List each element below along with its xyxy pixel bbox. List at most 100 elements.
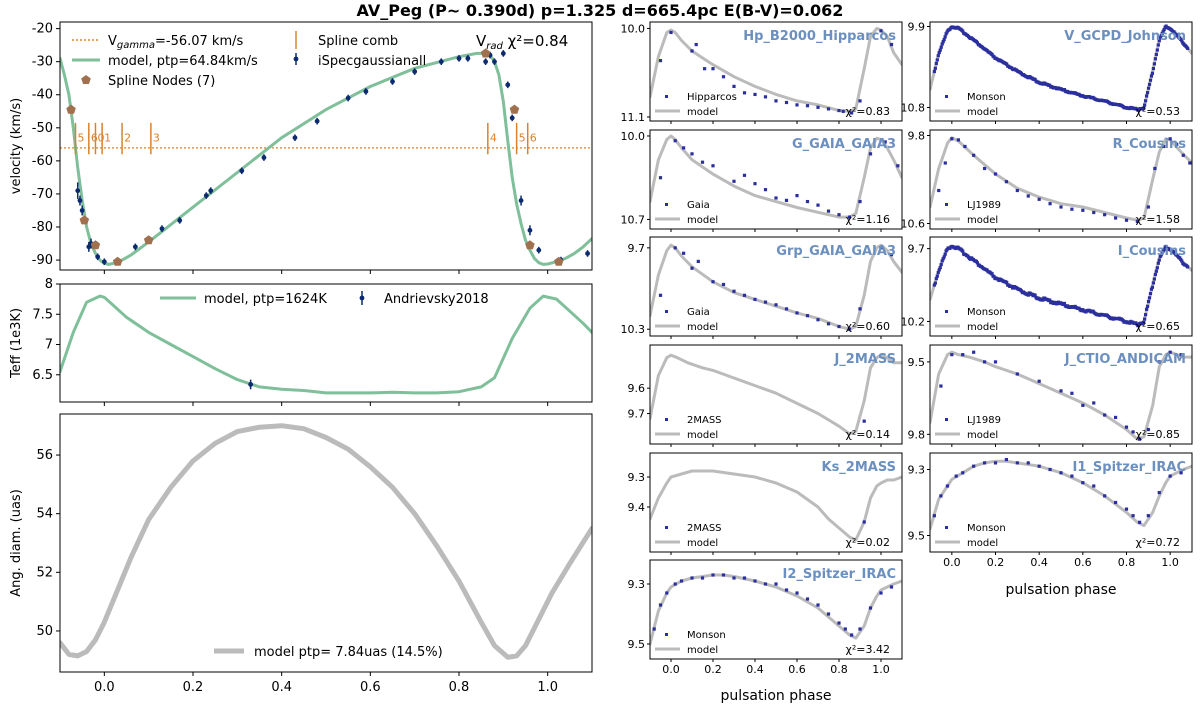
velocity-y-tick-label: -90: [32, 253, 53, 268]
photometry-point: [950, 353, 954, 357]
velocity-y-tick-label: -70: [32, 187, 53, 202]
photometry-frame: [929, 21, 1193, 122]
velocity-point: [208, 188, 214, 194]
photometry-y-tick-label: 9.6: [628, 382, 646, 395]
photometry-point: [1124, 507, 1129, 511]
band-title: Grp_GAIA_GAIA3: [776, 244, 896, 259]
band-title: J_2MASS: [833, 352, 896, 367]
photometry-point: [673, 246, 677, 250]
photometry-point: [658, 603, 663, 607]
photometry-frame: [929, 236, 1193, 337]
photometry-point: [690, 576, 694, 580]
band-title: I2_Spitzer_IRAC: [783, 567, 896, 582]
photometry-point: [1143, 317, 1147, 321]
photometry-frame: [929, 452, 1193, 553]
photometry-point: [690, 266, 694, 270]
photometry-legend-data-label: 2MASS: [687, 415, 722, 426]
photometry-point: [753, 182, 757, 186]
photometry-legend-model-label: model: [687, 430, 718, 441]
spline-comb-label: 5: [78, 132, 85, 145]
spline-node: [90, 240, 101, 250]
photometry-point: [742, 91, 747, 95]
photometry-frame: [649, 236, 903, 337]
velocity-point: [465, 55, 471, 61]
teff-legend-data-label: Andrievsky2018: [384, 292, 489, 307]
clipped-group: [650, 469, 902, 542]
photometry-point: [1143, 103, 1147, 107]
figure-title: AV_Peg (P~ 0.390d) p=1.325 d=665.4pc E(B…: [357, 1, 844, 20]
photometry-y-tick-label: 9.3: [908, 464, 926, 477]
photometry-point: [700, 160, 705, 164]
clipped-group: [930, 24, 1192, 112]
photometry-legend-data-label: Gaia: [687, 307, 710, 318]
photometry-point: [1146, 86, 1151, 90]
photometry-point: [1037, 379, 1041, 383]
teff-y-tick-label: 8: [45, 277, 53, 292]
photometry-point: [868, 606, 873, 610]
photometry-point: [732, 289, 736, 293]
angdiam-x-tick-label: 0.2: [183, 680, 204, 695]
photometry-point: [934, 277, 938, 281]
velocity-y-tick-label: -80: [32, 220, 53, 235]
photometry-y-tick-label: 9.7: [628, 408, 646, 421]
photometry-y-tick-label: 10.8: [901, 102, 926, 115]
photometry-point: [992, 275, 996, 279]
photometry-chi2: χ²=0.14: [846, 428, 890, 441]
photometry-point: [1153, 272, 1157, 277]
photometry-point: [941, 257, 945, 261]
photometry-point: [943, 35, 947, 39]
photometry-point: [763, 582, 768, 586]
photometry-x-tick-label: 1.0: [872, 663, 890, 676]
photometry-point: [1156, 261, 1160, 265]
photometry-point: [1160, 251, 1164, 255]
photometry-point: [1138, 437, 1142, 441]
photometry-point: [690, 152, 694, 156]
photometry-x-tick-label: 0.2: [704, 663, 722, 676]
photometry-point: [837, 621, 841, 625]
spline-node: [66, 104, 76, 114]
photometry-point: [956, 138, 960, 142]
photometry-point: [1081, 481, 1085, 485]
photometry-point: [1153, 166, 1157, 171]
photometry-point: [883, 140, 887, 144]
photometry-chi2: χ²=1.16: [846, 213, 890, 226]
photometry-x-tick-label: 1.0: [1161, 556, 1179, 569]
photometry-point: [1128, 321, 1132, 325]
velocity-point: [505, 82, 511, 88]
photometry-point: [732, 576, 736, 580]
legend-data-label: iSpecgaussianall: [318, 54, 426, 69]
spline-comb-label: 1: [104, 132, 111, 145]
photometry-point: [1041, 298, 1045, 302]
x-axis-label-left: pulsation phase: [720, 688, 831, 704]
photometry-legend-data-label: Monson: [687, 630, 726, 641]
velocity-point: [177, 218, 183, 223]
photometry-point: [1157, 258, 1161, 262]
photometry-point: [972, 350, 976, 354]
clipped-group: [930, 458, 1192, 531]
photometry-legend-data-label: Monson: [967, 307, 1006, 318]
photometry-point: [941, 40, 945, 44]
photometry-frame: [929, 344, 1193, 445]
photometry-y-tick-label: 9.7: [628, 242, 646, 255]
photometry-point: [843, 627, 847, 631]
photometry-point: [879, 246, 883, 250]
photometry-point: [975, 261, 979, 265]
photometry-point: [682, 146, 686, 150]
photometry-point: [961, 249, 965, 253]
photometry-point: [673, 582, 677, 586]
photometry-point: [1164, 244, 1168, 249]
photometry-point: [742, 173, 747, 177]
photometry-point: [1150, 71, 1155, 75]
photometry-point: [805, 597, 810, 601]
photometry-point: [1179, 471, 1183, 475]
photometry-point: [1157, 360, 1161, 364]
photometry-point: [1151, 66, 1156, 71]
photometry-point: [858, 307, 862, 311]
velocity-point: [483, 59, 488, 65]
photometry-point: [889, 42, 894, 47]
photometry-frame: [929, 129, 1193, 230]
clipped-group: [650, 134, 902, 219]
photometry-point: [1146, 427, 1150, 432]
clipped-group: [60, 294, 592, 395]
